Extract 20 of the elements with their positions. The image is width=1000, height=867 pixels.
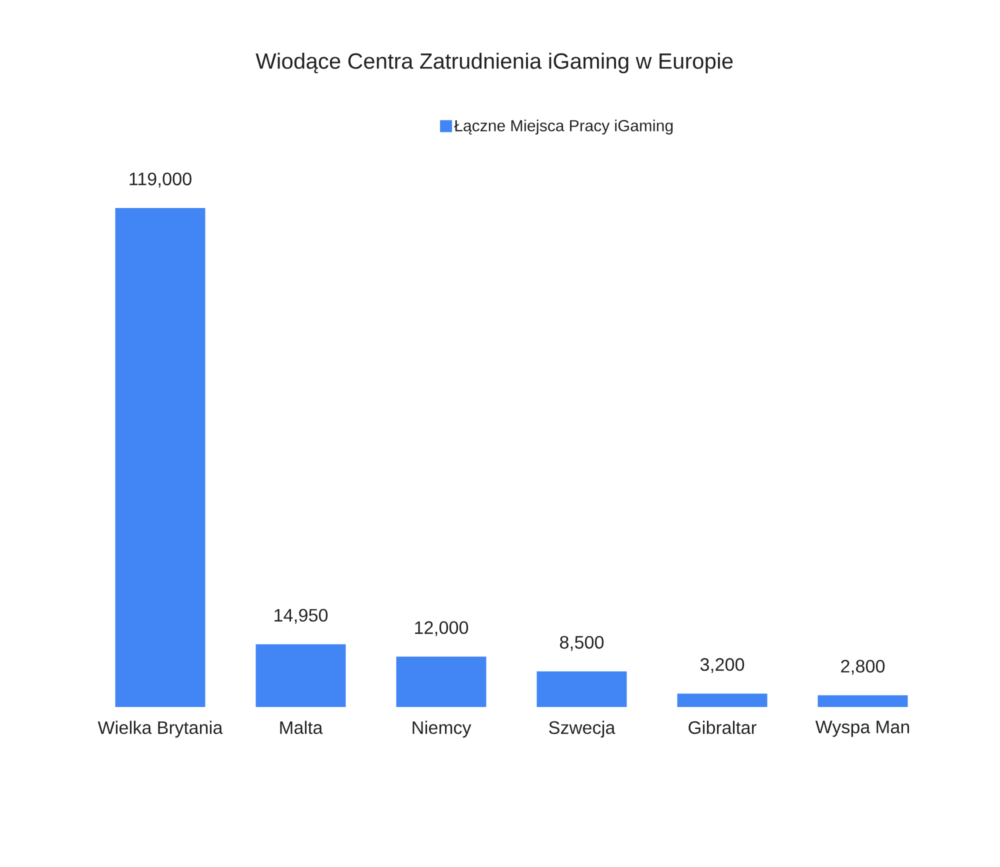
data-label: 12,000 — [415, 621, 468, 636]
chart-title: Wiodące Centra Zatrudnienia iGaming w Europie — [256, 52, 733, 74]
x-tick-label: Wielka Brytania — [98, 720, 223, 738]
bar — [677, 694, 768, 707]
x-tick-label: Niemcy — [412, 720, 472, 738]
bar — [396, 656, 486, 707]
bar — [818, 695, 908, 707]
bar — [536, 671, 627, 707]
x-tick-label: Wyspa Man — [815, 720, 910, 737]
data-label: 14,950 — [274, 608, 328, 624]
x-tick-label: Malta — [280, 720, 323, 734]
x-tick-label: Szwecja — [549, 720, 616, 738]
x-tick-label: Gibraltar — [688, 720, 756, 734]
data-label: 8,500 — [560, 636, 604, 651]
data-label: 2,800 — [841, 660, 885, 675]
bar — [115, 208, 206, 707]
bar — [256, 644, 346, 707]
data-label: 3,200 — [700, 658, 744, 674]
legend-label: Łączne Miejsca Pracy iGaming — [454, 120, 673, 135]
data-label: 119,000 — [130, 172, 192, 188]
